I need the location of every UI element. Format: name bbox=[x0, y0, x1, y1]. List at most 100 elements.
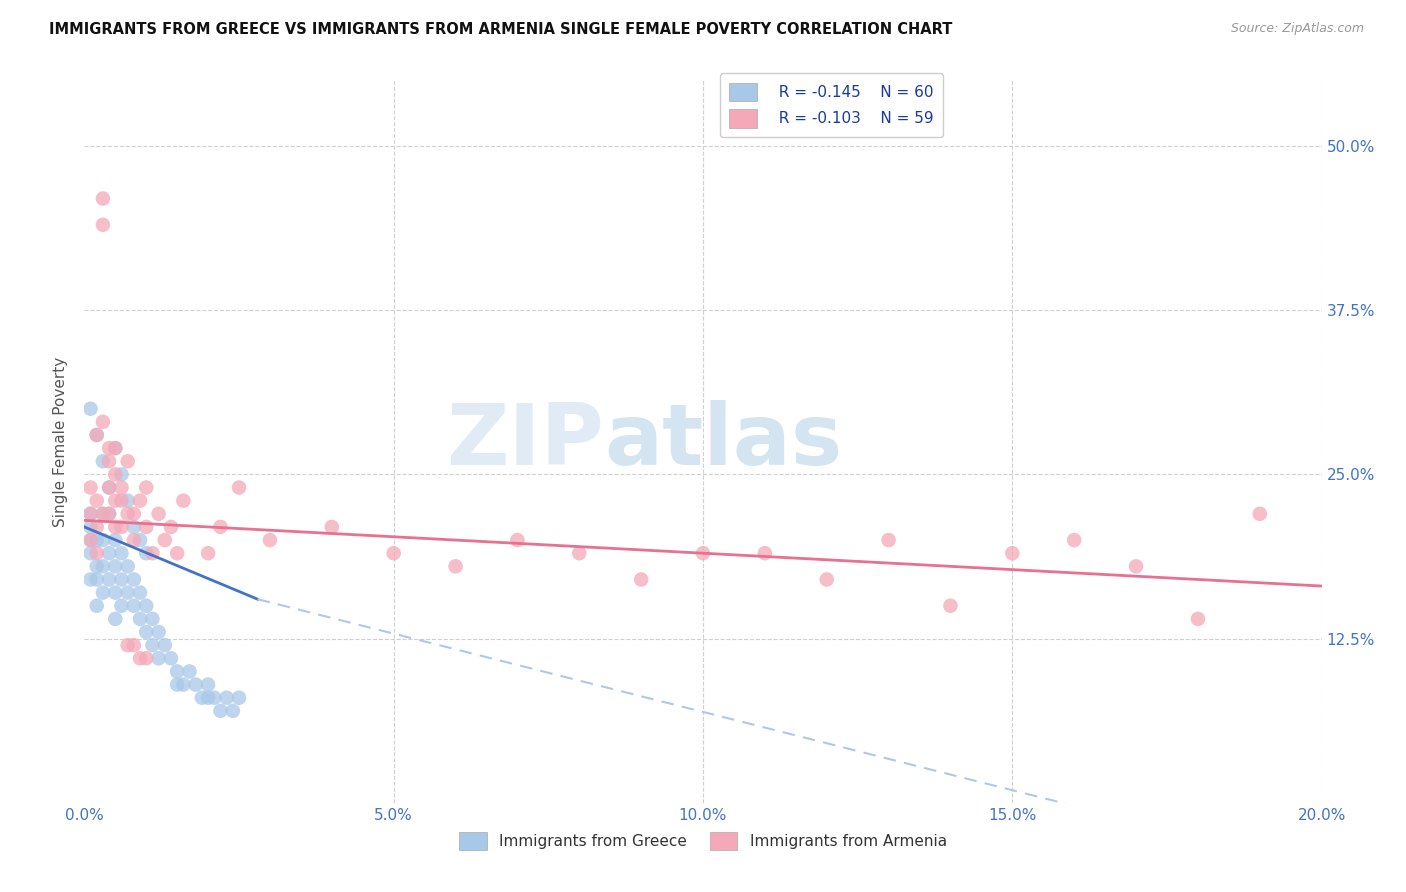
Point bbox=[86, 428, 108, 442]
Point bbox=[104, 533, 127, 547]
Point bbox=[86, 428, 108, 442]
Text: ZIP: ZIP bbox=[446, 400, 605, 483]
Point bbox=[122, 638, 145, 652]
Point bbox=[104, 467, 127, 482]
Point bbox=[153, 638, 176, 652]
Point bbox=[129, 533, 152, 547]
Point bbox=[91, 192, 114, 206]
Point bbox=[98, 454, 121, 468]
Point bbox=[117, 493, 139, 508]
Point bbox=[104, 441, 127, 455]
Point bbox=[110, 481, 132, 495]
Point bbox=[86, 559, 108, 574]
Point bbox=[141, 612, 163, 626]
Point bbox=[1063, 533, 1085, 547]
Point bbox=[148, 507, 170, 521]
Point bbox=[259, 533, 281, 547]
Point bbox=[166, 665, 188, 679]
Point bbox=[135, 599, 157, 613]
Point bbox=[117, 507, 139, 521]
Point bbox=[98, 546, 121, 560]
Point bbox=[86, 599, 108, 613]
Point bbox=[117, 454, 139, 468]
Point bbox=[91, 585, 114, 599]
Point bbox=[209, 704, 232, 718]
Point bbox=[129, 612, 152, 626]
Point bbox=[228, 690, 250, 705]
Point bbox=[815, 573, 838, 587]
Point bbox=[939, 599, 962, 613]
Point bbox=[148, 625, 170, 640]
Point bbox=[877, 533, 900, 547]
Point bbox=[104, 585, 127, 599]
Point bbox=[754, 546, 776, 560]
Point bbox=[91, 218, 114, 232]
Point bbox=[91, 507, 114, 521]
Point bbox=[98, 507, 121, 521]
Point bbox=[110, 573, 132, 587]
Point bbox=[117, 585, 139, 599]
Point bbox=[110, 546, 132, 560]
Point bbox=[148, 651, 170, 665]
Point bbox=[122, 520, 145, 534]
Point bbox=[444, 559, 467, 574]
Point bbox=[1001, 546, 1024, 560]
Point bbox=[166, 546, 188, 560]
Point bbox=[104, 520, 127, 534]
Point bbox=[197, 546, 219, 560]
Point bbox=[91, 507, 114, 521]
Point bbox=[122, 573, 145, 587]
Y-axis label: Single Female Poverty: Single Female Poverty bbox=[53, 357, 69, 526]
Point bbox=[91, 533, 114, 547]
Point bbox=[122, 507, 145, 521]
Point bbox=[110, 599, 132, 613]
Point bbox=[79, 507, 101, 521]
Point bbox=[166, 677, 188, 691]
Point bbox=[129, 493, 152, 508]
Point bbox=[197, 677, 219, 691]
Point bbox=[321, 520, 343, 534]
Point bbox=[135, 651, 157, 665]
Point bbox=[160, 651, 183, 665]
Point bbox=[79, 546, 101, 560]
Point bbox=[129, 651, 152, 665]
Point bbox=[104, 441, 127, 455]
Point bbox=[202, 690, 225, 705]
Point bbox=[79, 520, 101, 534]
Point bbox=[98, 481, 121, 495]
Point bbox=[110, 520, 132, 534]
Point bbox=[110, 467, 132, 482]
Point bbox=[172, 493, 194, 508]
Point bbox=[122, 599, 145, 613]
Point bbox=[98, 441, 121, 455]
Point bbox=[630, 573, 652, 587]
Point bbox=[135, 625, 157, 640]
Point bbox=[79, 481, 101, 495]
Point bbox=[91, 559, 114, 574]
Point bbox=[135, 520, 157, 534]
Point bbox=[122, 533, 145, 547]
Point bbox=[135, 546, 157, 560]
Point bbox=[209, 520, 232, 534]
Point bbox=[86, 493, 108, 508]
Point bbox=[1125, 559, 1147, 574]
Point bbox=[86, 520, 108, 534]
Point bbox=[104, 493, 127, 508]
Point bbox=[86, 533, 108, 547]
Point bbox=[506, 533, 529, 547]
Text: atlas: atlas bbox=[605, 400, 842, 483]
Point bbox=[91, 415, 114, 429]
Point bbox=[117, 559, 139, 574]
Point bbox=[117, 638, 139, 652]
Point bbox=[79, 533, 101, 547]
Point bbox=[215, 690, 238, 705]
Point bbox=[79, 573, 101, 587]
Point bbox=[568, 546, 591, 560]
Text: Source: ZipAtlas.com: Source: ZipAtlas.com bbox=[1230, 22, 1364, 36]
Point bbox=[98, 507, 121, 521]
Point bbox=[1249, 507, 1271, 521]
Legend: Immigrants from Greece, Immigrants from Armenia: Immigrants from Greece, Immigrants from … bbox=[453, 826, 953, 856]
Point bbox=[104, 559, 127, 574]
Point bbox=[86, 546, 108, 560]
Point bbox=[98, 481, 121, 495]
